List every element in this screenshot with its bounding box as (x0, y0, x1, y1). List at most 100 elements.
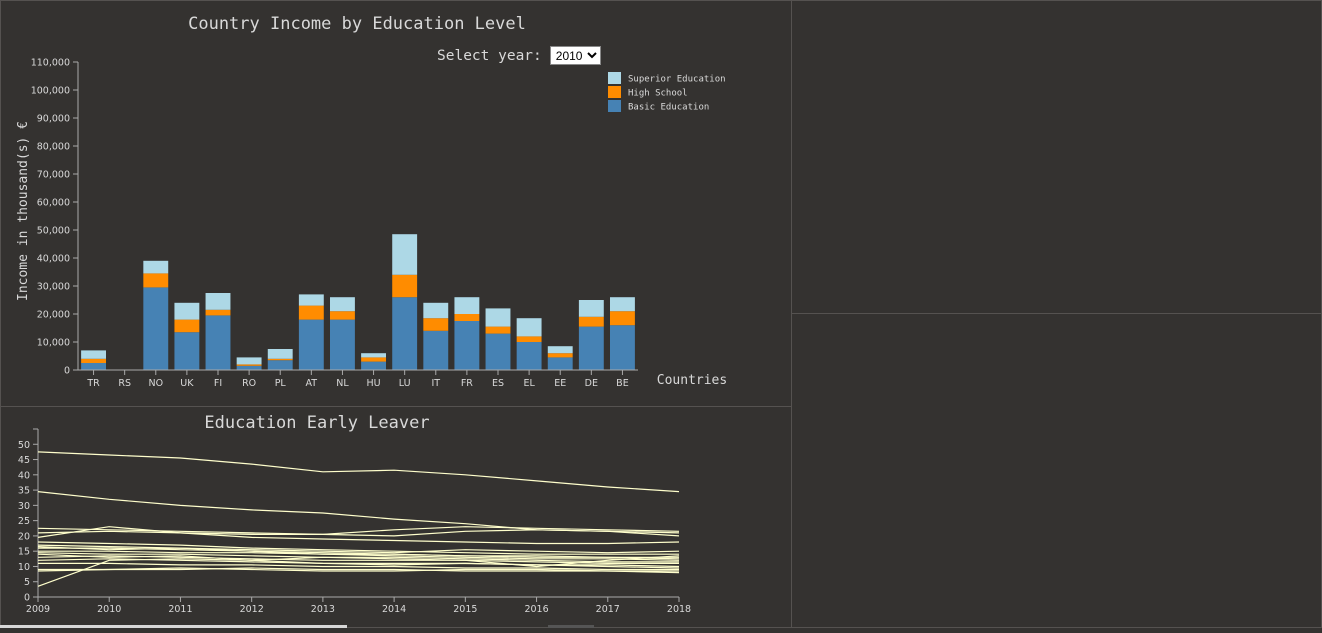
x-tick-label: PL (275, 378, 287, 389)
early-leaver-line[interactable] (37, 491, 680, 534)
bar-basic-education[interactable] (610, 325, 635, 370)
bar-superior-education[interactable] (174, 302, 200, 320)
bar-basic-education[interactable] (267, 360, 293, 370)
y-tick-label: 30 (18, 501, 30, 512)
bar-basic-education[interactable] (298, 319, 324, 370)
early-leaver-title: Education Early Leaver (204, 413, 429, 433)
bar-high-school[interactable] (578, 316, 604, 327)
early-leaver-line[interactable] (37, 552, 679, 563)
early-leaver-line[interactable] (37, 451, 680, 493)
early-leaver-line[interactable] (37, 526, 680, 545)
y-tick-label: 20,000 (37, 310, 70, 321)
x-tick-label: 2009 (26, 604, 50, 615)
x-tick-label: NO (148, 378, 163, 389)
bar-superior-education[interactable] (454, 297, 480, 314)
legend-label: High School (628, 89, 688, 99)
bar-basic-education[interactable] (143, 287, 169, 370)
y-tick-label: 45 (18, 455, 30, 466)
bar-superior-education[interactable] (205, 293, 231, 310)
bar-basic-education[interactable] (330, 319, 355, 370)
income-chart-svg: Country Income by Education Level 0 10,00… (16, 14, 727, 389)
early-leaver-line[interactable] (37, 541, 679, 555)
bar-basic-education[interactable] (485, 333, 511, 370)
legend-swatch (608, 72, 621, 84)
bar-high-school[interactable] (81, 358, 106, 363)
bar-high-school[interactable] (236, 364, 262, 366)
bar-superior-education[interactable] (610, 297, 635, 312)
bar-basic-education[interactable] (392, 297, 418, 370)
y-tick-label: 35 (18, 486, 30, 497)
x-tick-label: RS (118, 378, 131, 389)
bar-high-school[interactable] (330, 311, 355, 320)
y-tick-label: 110,000 (31, 58, 70, 69)
y-tick-label: 80,000 (37, 142, 70, 153)
bar-basic-education[interactable] (174, 332, 200, 370)
bar-high-school[interactable] (267, 358, 293, 361)
bar-superior-education[interactable] (547, 346, 573, 354)
bar-superior-education[interactable] (392, 234, 418, 275)
bar-high-school[interactable] (516, 336, 542, 342)
bar-high-school[interactable] (454, 314, 480, 321)
bar-basic-education[interactable] (578, 326, 604, 370)
bar-high-school[interactable] (610, 311, 635, 326)
bar-high-school[interactable] (205, 309, 231, 316)
early-leaver-line[interactable] (37, 527, 680, 537)
x-tick-label: RO (242, 378, 256, 389)
y-tick-label: 30,000 (37, 282, 70, 293)
y-tick-label: 10 (18, 562, 30, 573)
bar-basic-education[interactable] (454, 321, 480, 370)
bar-basic-education[interactable] (423, 330, 449, 370)
early-leaver-line[interactable] (37, 558, 680, 568)
early-leaver-lines (37, 451, 680, 587)
bar-superior-education[interactable] (81, 350, 106, 359)
y-tick-label: 100,000 (31, 86, 70, 97)
x-tick-label: 2018 (667, 604, 691, 615)
bar-high-school[interactable] (298, 305, 324, 320)
bar-basic-education[interactable] (81, 363, 106, 370)
bar-superior-education[interactable] (361, 353, 386, 358)
early-leaver-line[interactable] (37, 546, 680, 554)
bar-superior-education[interactable] (143, 260, 169, 274)
income-y-axis-label: Income in thousand(s) € (16, 121, 31, 301)
y-tick-label: 20 (18, 531, 30, 542)
bar-superior-education[interactable] (423, 302, 449, 319)
early-leaver-line[interactable] (37, 544, 679, 558)
bar-superior-education[interactable] (298, 294, 324, 306)
bar-high-school[interactable] (361, 357, 386, 362)
x-tick-label: 2011 (168, 604, 192, 615)
year-dropdown[interactable]: 2010 (549, 46, 601, 65)
bar-high-school[interactable] (485, 326, 511, 334)
early-leaver-line[interactable] (37, 567, 679, 572)
y-tick-label: 50 (18, 440, 30, 451)
bar-basic-education[interactable] (547, 357, 573, 370)
bar-high-school[interactable] (547, 353, 573, 358)
early-leaver-line[interactable] (37, 526, 680, 535)
bar-superior-education[interactable] (578, 300, 604, 317)
bar-basic-education[interactable] (236, 365, 262, 370)
bar-high-school[interactable] (392, 274, 418, 298)
bar-basic-education[interactable] (361, 361, 386, 370)
bar-superior-education[interactable] (267, 349, 293, 359)
x-tick-label: DE (585, 378, 598, 389)
income-chart-panel: Country Income by Education Level 0 10,00… (0, 0, 792, 407)
x-tick-label: AT (306, 378, 318, 389)
bar-basic-education[interactable] (205, 315, 231, 370)
y-tick-label: 0 (24, 593, 30, 604)
bar-superior-education[interactable] (330, 297, 355, 312)
early-leaver-line[interactable] (38, 567, 680, 574)
bar-superior-education[interactable] (516, 318, 542, 337)
early-leaver-line[interactable] (38, 550, 680, 561)
early-leaver-line[interactable] (37, 553, 680, 568)
bar-high-school[interactable] (143, 273, 169, 288)
bar-high-school[interactable] (423, 318, 449, 331)
bar-superior-education[interactable] (236, 357, 262, 365)
scrollbar-thumb[interactable] (548, 625, 594, 628)
x-tick-label: HU (367, 378, 381, 389)
horizontal-scrollbar[interactable] (0, 625, 347, 628)
early-leaver-line[interactable] (38, 562, 679, 571)
y-tick-label: 0 (64, 366, 70, 377)
bar-superior-education[interactable] (485, 308, 511, 327)
bar-basic-education[interactable] (516, 342, 542, 370)
y-tick-label: 15 (18, 547, 30, 558)
bar-high-school[interactable] (174, 319, 200, 333)
